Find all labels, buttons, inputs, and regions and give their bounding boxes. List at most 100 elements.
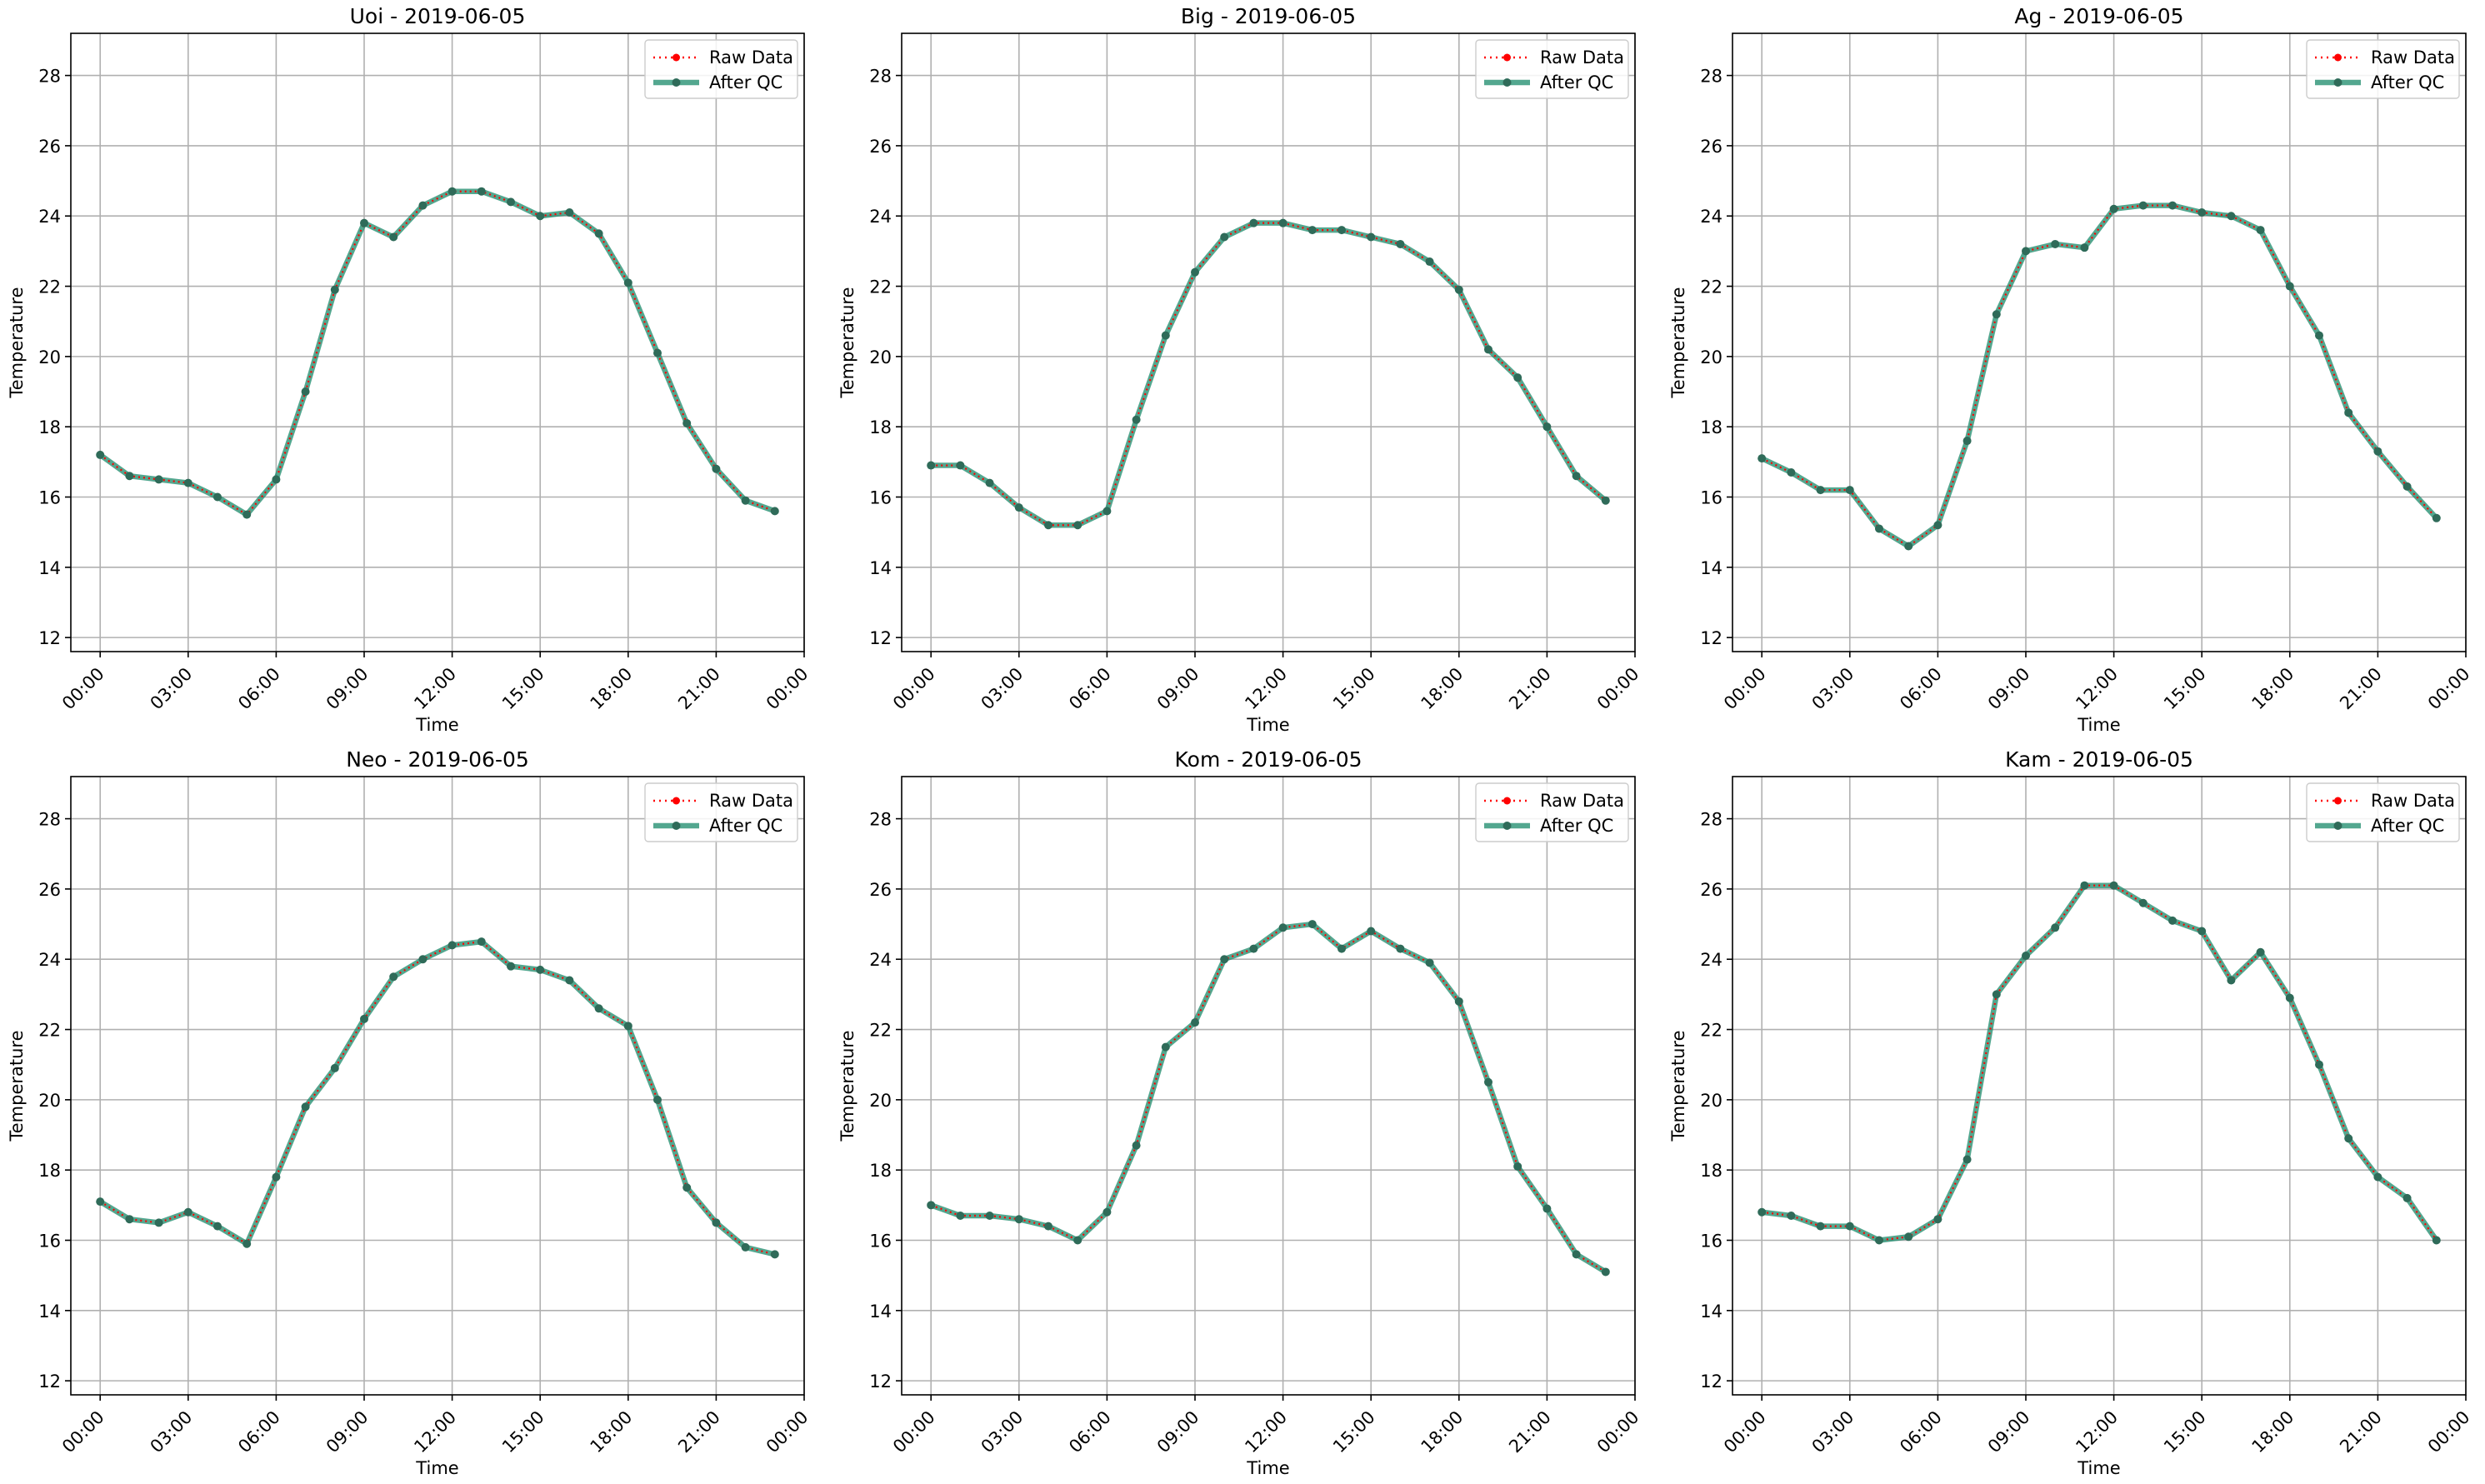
y-tick-label: 20 <box>869 347 892 367</box>
after-qc-point <box>927 1201 936 1210</box>
legend-qc-label: After QC <box>2371 816 2444 836</box>
after-qc-point <box>1542 422 1552 432</box>
after-qc-point <box>2168 201 2177 210</box>
after-qc-point <box>2285 282 2294 291</box>
x-tick-label: 03:00 <box>147 1407 197 1457</box>
plot-frame <box>1732 32 2467 652</box>
after-qc-point <box>360 218 368 227</box>
x-tick-label: 12:00 <box>410 664 460 714</box>
y-tick-label: 24 <box>869 207 892 227</box>
x-tick-label: 06:00 <box>234 1407 284 1457</box>
y-axis-label: Temperature <box>7 1030 27 1142</box>
y-tick-label: 26 <box>38 880 61 900</box>
raw-data-line <box>99 941 776 1256</box>
after-qc-point <box>1220 955 1229 964</box>
x-tick-label: 00:00 <box>2424 1407 2474 1457</box>
y-tick-label: 22 <box>38 1021 61 1041</box>
y-tick-label: 28 <box>869 810 892 830</box>
after-qc-point <box>2051 923 2060 932</box>
y-tick-label: 16 <box>38 488 61 508</box>
after-qc-point <box>1102 1207 1112 1217</box>
after-qc-point <box>623 1022 632 1031</box>
y-tick-label: 12 <box>1700 1372 1722 1392</box>
y-tick-label: 28 <box>38 67 61 87</box>
y-tick-label: 26 <box>38 137 61 157</box>
x-tick-label: 09:00 <box>1984 664 2034 714</box>
x-tick-label: 00:00 <box>1593 1407 1643 1457</box>
y-tick-label: 16 <box>1700 1232 1722 1252</box>
legend-qc-marker <box>2333 822 2342 830</box>
legend-qc-marker <box>1502 78 1512 87</box>
y-tick-label: 12 <box>869 628 892 648</box>
x-tick-label: 06:00 <box>1896 1407 1946 1457</box>
after-qc-point <box>389 972 398 982</box>
after-qc-point <box>1787 1211 1796 1220</box>
chart-title: Ag - 2019-06-05 <box>2014 4 2183 28</box>
x-tick-label: 06:00 <box>1065 1407 1115 1457</box>
y-tick-label: 16 <box>869 488 892 508</box>
after-qc-point <box>1962 1155 1972 1164</box>
after-qc-point <box>1904 542 1913 551</box>
raw-data-line <box>99 190 776 516</box>
x-tick-label: 00:00 <box>2424 664 2474 714</box>
after-qc-point <box>1161 1042 1170 1052</box>
y-tick-label: 22 <box>869 1021 892 1041</box>
after-qc-point <box>330 285 339 294</box>
legend-qc-marker <box>672 822 681 830</box>
after-qc-point <box>1875 524 1883 533</box>
chart-title: Neo - 2019-06-05 <box>346 747 529 772</box>
legend-qc-label: After QC <box>2371 72 2444 92</box>
x-tick-label: 00:00 <box>58 1407 108 1457</box>
legend: Raw Data After QC <box>2306 39 2460 99</box>
after-qc-point <box>183 478 192 487</box>
after-qc-point <box>507 197 515 207</box>
after-qc-point <box>418 955 428 964</box>
y-tick-label: 12 <box>1700 628 1722 648</box>
x-axis-label: Time <box>2077 1458 2120 1478</box>
after-qc-point <box>565 976 574 985</box>
y-tick-label: 20 <box>38 347 61 367</box>
x-axis-label: Time <box>1246 1458 1289 1478</box>
y-axis-label: Temperature <box>1668 287 1688 398</box>
legend-raw-marker <box>2334 797 2342 805</box>
x-tick-label: 09:00 <box>1984 1407 2034 1457</box>
x-tick-label: 09:00 <box>1153 1407 1203 1457</box>
after-qc-point <box>1933 1215 1942 1224</box>
after-qc-point <box>1278 218 1288 227</box>
after-qc-point <box>1308 920 1317 929</box>
y-tick-label: 14 <box>38 1302 61 1322</box>
x-tick-label: 03:00 <box>978 664 1028 714</box>
legend: Raw Data After QC <box>644 39 798 99</box>
after-qc-point <box>2432 1236 2441 1245</box>
after-qc-point <box>448 187 457 196</box>
after-qc-point <box>213 1222 222 1231</box>
after-qc-point <box>2227 212 2236 221</box>
x-tick-label: 06:00 <box>1065 664 1115 714</box>
legend-raw-label: Raw Data <box>2371 791 2455 811</box>
after-qc-point <box>712 1218 721 1227</box>
after-qc-point <box>1572 472 1581 481</box>
y-tick-label: 26 <box>869 137 892 157</box>
x-tick-label: 12:00 <box>1241 664 1291 714</box>
after-qc-point <box>1425 958 1434 967</box>
after-qc-point <box>682 1183 692 1192</box>
after-qc-point <box>712 464 721 473</box>
raw-data-line <box>1762 884 2438 1242</box>
after-qc-point <box>242 1239 252 1248</box>
x-tick-label: 00:00 <box>889 1407 939 1457</box>
legend: Raw Data After QC <box>1475 782 1629 842</box>
legend-raw-marker <box>672 53 680 62</box>
after-qc-point <box>741 496 750 505</box>
after-qc-point <box>125 1215 134 1224</box>
x-tick-label: 18:00 <box>1418 1407 1468 1457</box>
after-qc-point <box>565 208 574 217</box>
after-qc-point <box>1014 503 1023 512</box>
x-tick-label: 18:00 <box>587 1407 637 1457</box>
after-qc-point <box>1044 1222 1052 1231</box>
after-qc-point <box>2138 898 2148 907</box>
legend-raw-label: Raw Data <box>709 791 793 811</box>
after-qc-point <box>1396 944 1405 953</box>
after-qc-point <box>330 1063 339 1072</box>
after-qc-point <box>594 229 603 238</box>
